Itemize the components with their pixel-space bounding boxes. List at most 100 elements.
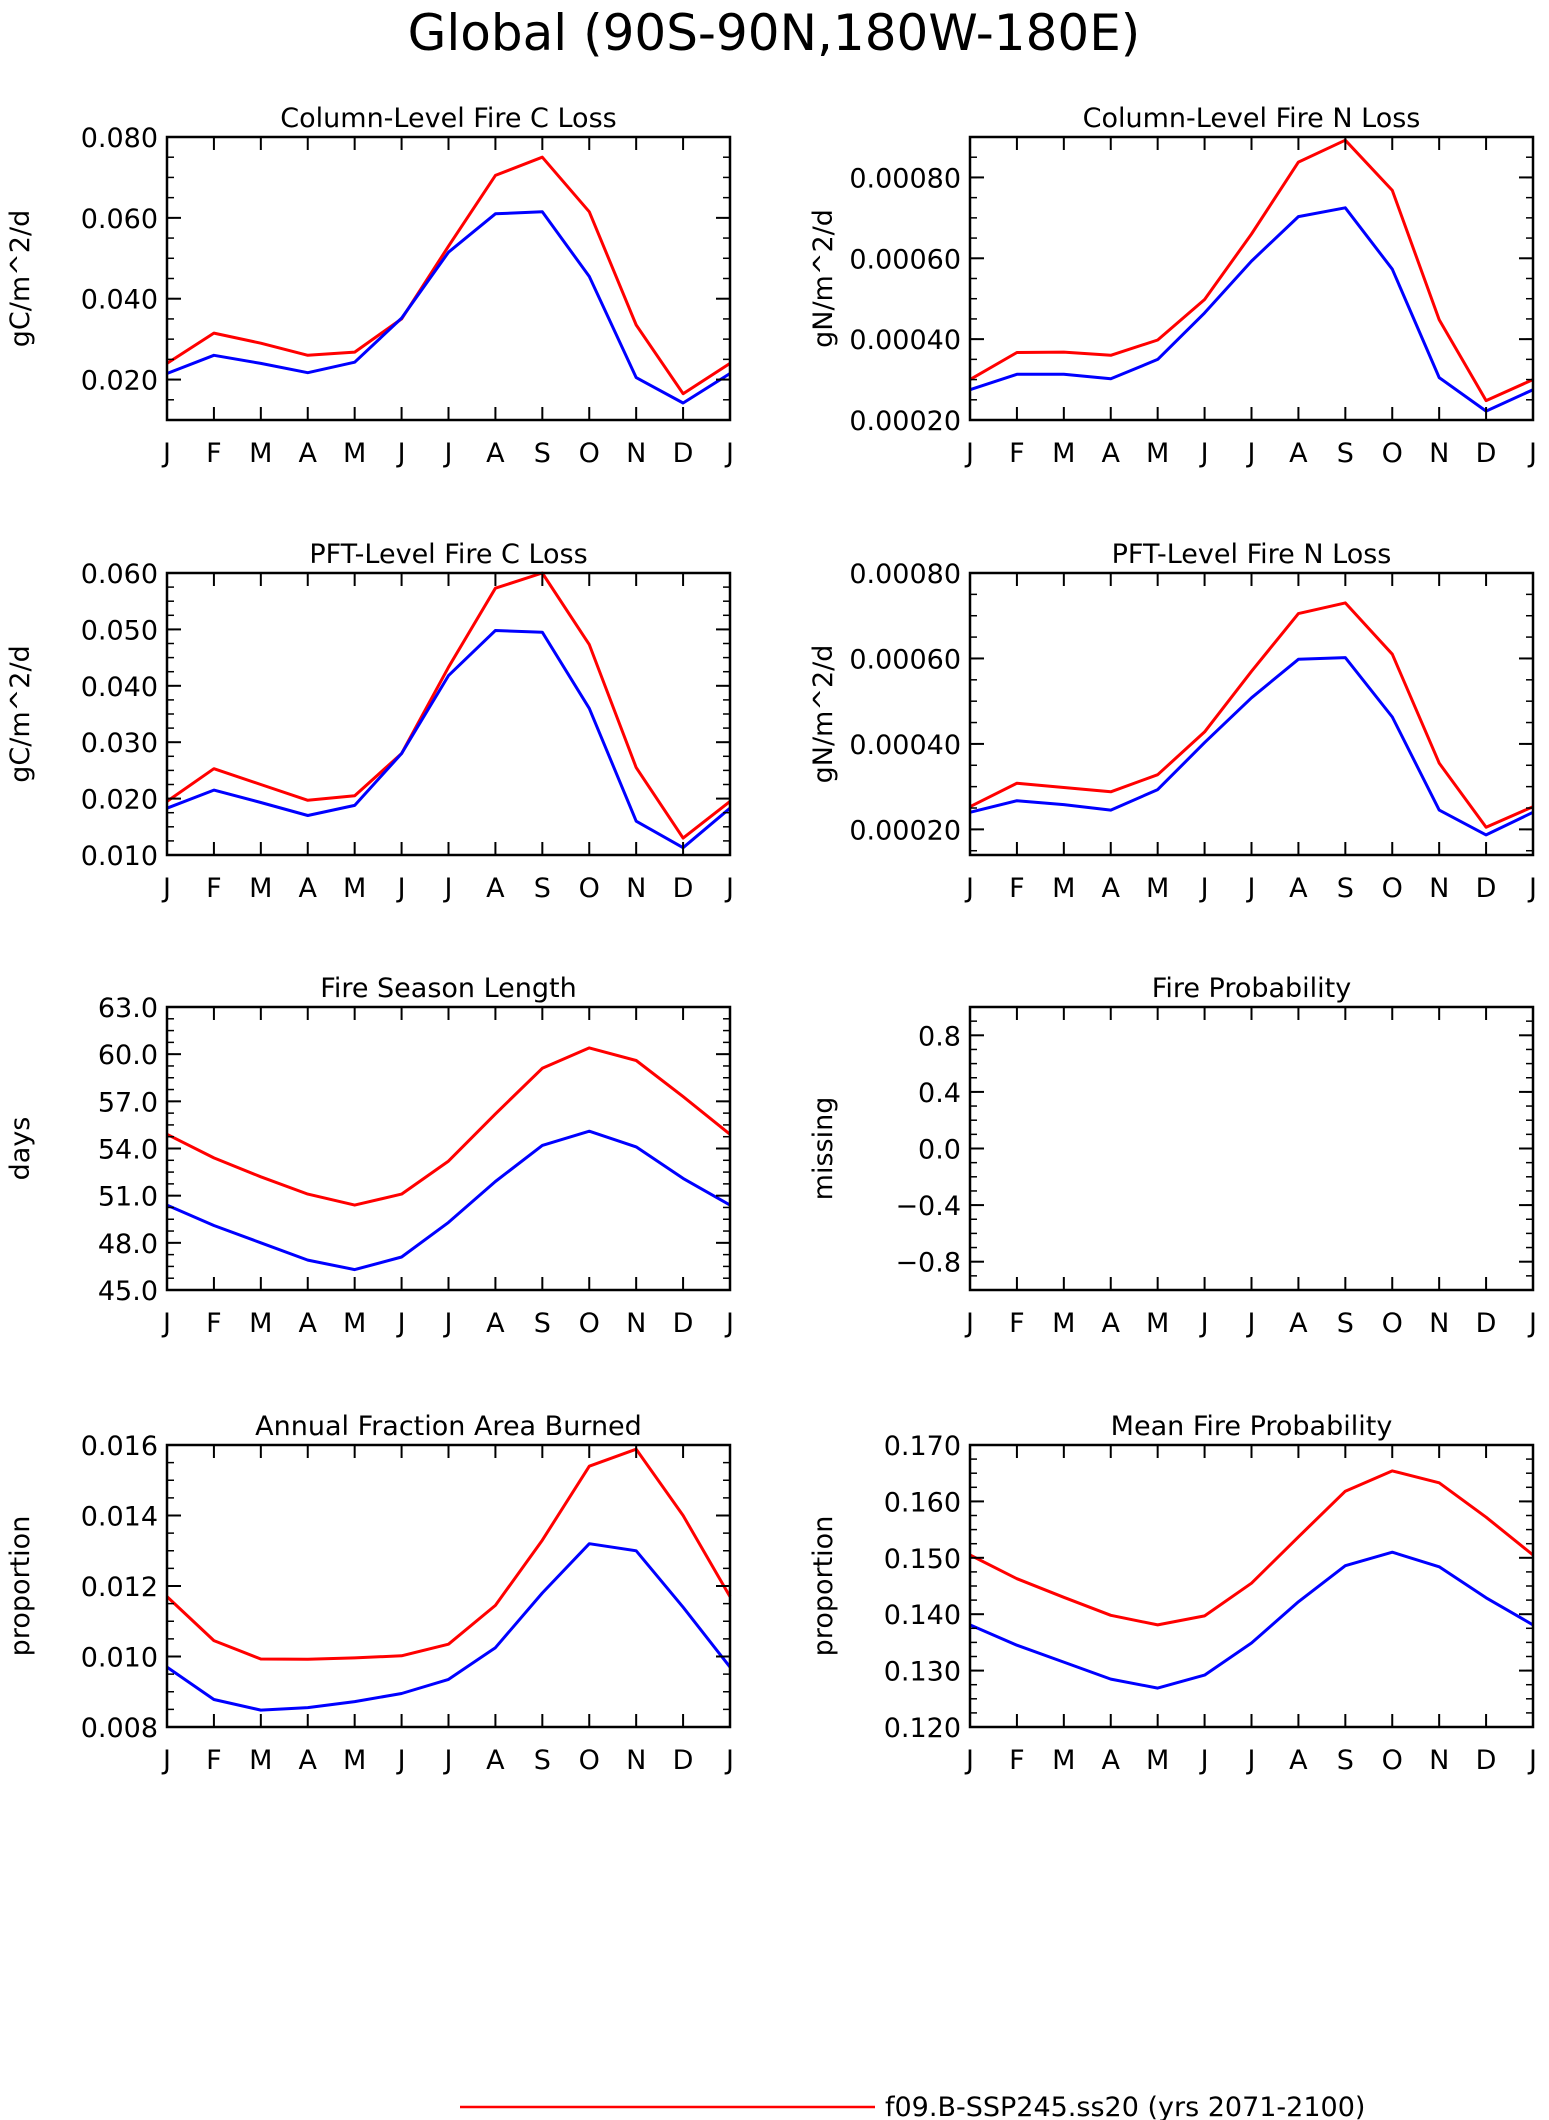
x-tick-label: F [206,1308,222,1339]
series-line-1 [166,1542,732,1712]
x-tick-label: A [299,1308,318,1339]
x-tick-label: M [343,1745,366,1776]
x-tick-label: N [1429,1745,1449,1776]
x-tick-label: S [1337,438,1354,469]
x-tick-label: D [673,1745,694,1776]
x-tick-label: M [1146,1308,1169,1339]
y-tick-label: 54.0 [98,1135,158,1166]
x-tick-label: N [626,438,646,469]
x-tick-label: J [1246,873,1256,904]
x-tick-label: A [1289,1745,1308,1776]
panel-title: Mean Fire Probability [1111,1411,1393,1442]
x-tick-label: J [1199,873,1209,904]
y-tick-label: 57.0 [98,1087,158,1118]
plot-frame [165,135,732,422]
y-axis-label: proportion [5,1516,36,1657]
x-tick-label: D [1476,1745,1497,1776]
y-tick-label: 0.160 [884,1487,961,1518]
plot-frame [165,1005,732,1292]
x-tick-label: M [343,438,366,469]
y-tick-label: 0.030 [81,728,158,759]
x-tick-label: M [249,873,272,904]
x-tick-label: N [1429,1308,1449,1339]
x-tick-label: S [1337,1308,1354,1339]
y-tick-label: 0.008 [81,1713,158,1744]
x-tick-label: J [964,1745,974,1776]
y-axis-label: gC/m^2/d [5,645,36,782]
y-tick-label: 0.040 [81,672,158,703]
y-tick-label: 0.4 [918,1078,961,1109]
x-tick-label: M [1052,873,1075,904]
x-tick-label: F [1009,1308,1025,1339]
x-tick-label: A [299,873,318,904]
y-tick-label: −0.8 [895,1248,961,1279]
x-tick-label: M [1146,1745,1169,1776]
x-tick-label: S [534,438,551,469]
x-tick-label: S [534,873,551,904]
x-tick-label: J [161,1745,171,1776]
plot-frame [968,135,1535,422]
y-tick-label: 0.080 [81,123,158,154]
y-tick-label: 0.00040 [849,730,961,761]
plot-frame [968,1005,1535,1292]
panel-title: Annual Fraction Area Burned [255,1411,642,1442]
x-tick-label: D [673,438,694,469]
y-tick-label: 0.120 [884,1713,961,1744]
x-tick-label: J [1246,438,1256,469]
series-line-1 [166,1129,731,1272]
y-tick-label: 0.00020 [849,406,961,437]
series-line-1 [969,656,1534,837]
x-tick-label: F [206,873,222,904]
x-tick-label: J [443,873,453,904]
plot-frame [165,1443,732,1729]
panel-title: Column-Level Fire N Loss [1083,103,1421,134]
x-tick-label: A [1289,438,1308,469]
x-tick-label: A [299,438,318,469]
x-tick-label: J [396,438,406,469]
x-tick-label: O [1382,1745,1403,1776]
x-tick-label: N [1429,873,1449,904]
x-tick-label: M [249,1308,272,1339]
y-tick-label: 0.020 [81,785,158,816]
x-tick-label: O [579,1308,600,1339]
y-tick-label: 45.0 [98,1276,158,1307]
x-tick-label: D [1476,438,1497,469]
series-line-0 [166,571,731,840]
y-axis-label: gC/m^2/d [5,210,36,347]
y-tick-label: 0.010 [81,1643,158,1674]
plot-frame [968,1443,1535,1729]
x-tick-label: J [161,1308,171,1339]
y-tick-label: 60.0 [98,1040,158,1071]
y-axis-label: missing [808,1097,839,1201]
x-tick-label: J [724,438,734,469]
x-tick-label: M [343,873,366,904]
x-tick-label: F [1009,438,1025,469]
x-tick-label: A [1102,438,1121,469]
series-line-1 [969,206,1534,413]
x-tick-label: J [396,1745,406,1776]
figure-title: Global (90S-90N,180W-180E) [408,4,1141,62]
x-tick-label: J [161,873,171,904]
x-tick-label: D [673,1308,694,1339]
x-tick-label: M [1146,438,1169,469]
x-tick-label: O [579,1745,600,1776]
x-tick-label: N [1429,438,1449,469]
x-tick-label: S [534,1308,551,1339]
x-tick-label: D [1476,873,1497,904]
x-tick-label: D [673,873,694,904]
x-tick-label: J [443,438,453,469]
x-tick-label: J [1199,438,1209,469]
x-tick-label: D [1476,1308,1497,1339]
x-tick-label: A [486,438,505,469]
x-tick-label: M [1052,1308,1075,1339]
series-line-1 [166,629,731,850]
y-tick-label: 0.00040 [849,325,961,356]
x-tick-label: J [1199,1745,1209,1776]
x-tick-label: M [1052,1745,1075,1776]
y-tick-label: 0.130 [884,1657,961,1688]
